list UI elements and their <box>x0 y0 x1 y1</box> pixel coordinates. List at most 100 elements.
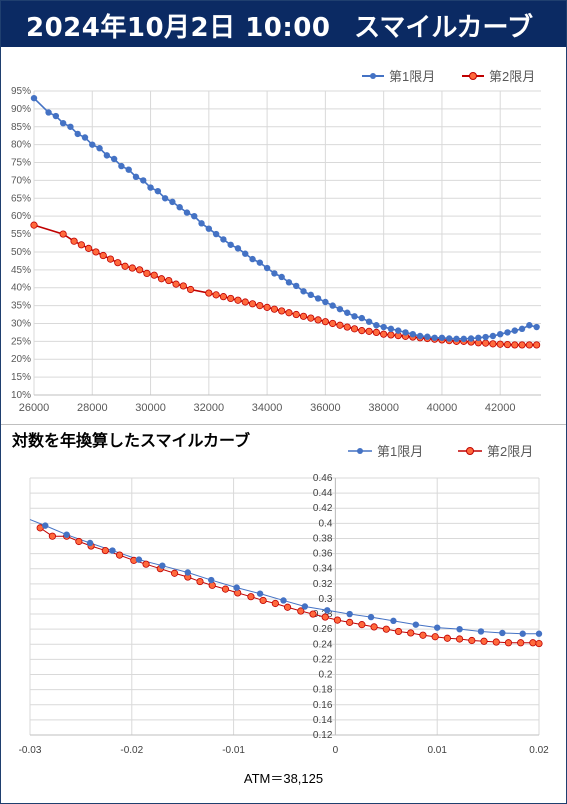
series2-point <box>219 293 227 301</box>
chart1-x-tick-label: 36000 <box>310 402 341 414</box>
chart1-x-tick-label: 40000 <box>427 402 458 414</box>
series2-point <box>234 296 242 304</box>
series2-point <box>115 551 124 559</box>
series2-point <box>511 341 519 349</box>
series1-point <box>460 335 467 343</box>
series1-point <box>489 332 497 340</box>
series1-point <box>438 334 446 341</box>
series2-point <box>350 325 359 333</box>
series1-point <box>314 295 322 302</box>
series1-point <box>198 220 205 227</box>
series2-point <box>525 341 533 349</box>
series2-point <box>455 635 464 643</box>
chart1-y-tick-label: 90% <box>11 104 31 115</box>
series1-point <box>412 621 420 628</box>
chart1-y-tick-label: 85% <box>11 122 31 133</box>
series2-point <box>136 266 144 274</box>
series1-point <box>373 322 380 329</box>
series1-point <box>89 141 96 148</box>
series1-point <box>387 325 395 333</box>
series1-point <box>365 318 373 325</box>
series1-point <box>351 313 358 320</box>
series1-point <box>154 187 162 195</box>
series1-point <box>96 145 103 152</box>
series2-point <box>143 269 151 277</box>
series2-point <box>75 537 83 546</box>
series1-point <box>227 241 234 248</box>
legend2-series2-marker <box>466 447 474 455</box>
series1-point <box>456 625 463 633</box>
chart1-y-tick-label: 15% <box>11 372 31 383</box>
series1-point <box>256 259 264 266</box>
chart2-y-tick-label: 0.12 <box>313 730 333 741</box>
series1-point <box>453 335 460 343</box>
chart2-y-tick-label: 0.16 <box>313 700 333 711</box>
chart1-y-tick-label: 80% <box>11 140 31 151</box>
series2-point <box>321 613 329 621</box>
series2-point <box>247 593 255 601</box>
series2-point <box>336 321 344 329</box>
chart1-x-tick-label: 32000 <box>194 402 225 414</box>
chart2-x-tick-label: 0.01 <box>427 745 447 756</box>
series1-point <box>271 270 278 277</box>
series2-point <box>297 607 305 615</box>
series1-point <box>285 279 293 286</box>
series2-point <box>292 310 300 319</box>
series1-point <box>336 305 344 313</box>
chart1-y-tick-label: 35% <box>11 301 31 312</box>
series2-point <box>128 264 136 272</box>
series1-point <box>256 590 264 597</box>
series2-point <box>92 248 100 256</box>
series2-point <box>394 627 403 636</box>
chart2-y-tick-label: 0.42 <box>313 503 333 514</box>
series2-point <box>518 341 526 349</box>
series2-point <box>30 221 38 229</box>
chart2-x-ticks: -0.03 -0.02 -0.01 0 0.01 0.02 <box>19 745 550 756</box>
chart2-series <box>29 519 543 648</box>
chart2-y-tick-label: 0.14 <box>313 715 333 726</box>
chart1-y-tick-label: 50% <box>11 247 31 258</box>
chart1-y-tick-label: 20% <box>11 354 31 365</box>
series2-point <box>263 303 271 311</box>
chart1-y-tick-label: 95% <box>11 86 31 97</box>
chart2-legend: 第1限月 第2限月 <box>348 444 533 459</box>
series2-point <box>221 585 230 593</box>
series2-point <box>468 636 476 645</box>
series1-point <box>519 630 526 637</box>
series2-point <box>321 318 329 326</box>
series2-point <box>333 616 342 624</box>
series1-point <box>147 184 154 191</box>
series1-point <box>402 329 409 336</box>
legend2-series2-label: 第2限月 <box>487 444 533 459</box>
chart1-x-ticks: 26000 28000 30000 32000 34000 36000 38000 40000… <box>19 402 516 414</box>
legend-series2-marker <box>469 72 477 80</box>
chart2-y-tick-label: 0.3 <box>318 594 332 605</box>
chart1-legend: 第1限月 第2限月 <box>362 69 535 84</box>
series1-point <box>533 323 540 331</box>
series2-point <box>196 577 204 586</box>
series1-point <box>52 112 60 120</box>
smile-curve-chart: 10% 15% 20% 25% 30% 35% 40% 45% 50% 55% 60% 65% 70% 7… <box>11 69 541 414</box>
series2-point <box>329 319 337 328</box>
series2-point <box>309 610 317 618</box>
series2-point <box>77 241 85 249</box>
series1-point <box>446 335 453 342</box>
series1-point <box>477 628 485 635</box>
series2-point <box>85 244 93 252</box>
chart2-y-tick-label: 0.26 <box>313 624 333 635</box>
series1-point <box>307 291 315 299</box>
series2-point <box>165 276 173 285</box>
chart2-x-tick-label: -0.01 <box>222 745 245 756</box>
chart2-y-tick-label: 0.44 <box>313 488 333 499</box>
series1-point <box>191 212 198 220</box>
series1-point <box>63 531 70 538</box>
series2-point <box>299 312 308 320</box>
series2-point <box>170 569 179 577</box>
series2-point <box>283 603 292 611</box>
legend-series1-marker <box>370 73 376 79</box>
series1-point <box>526 322 533 329</box>
series2-point <box>419 631 427 639</box>
series2-point <box>59 230 67 238</box>
series1-point <box>109 547 116 554</box>
series2-point <box>504 639 513 647</box>
